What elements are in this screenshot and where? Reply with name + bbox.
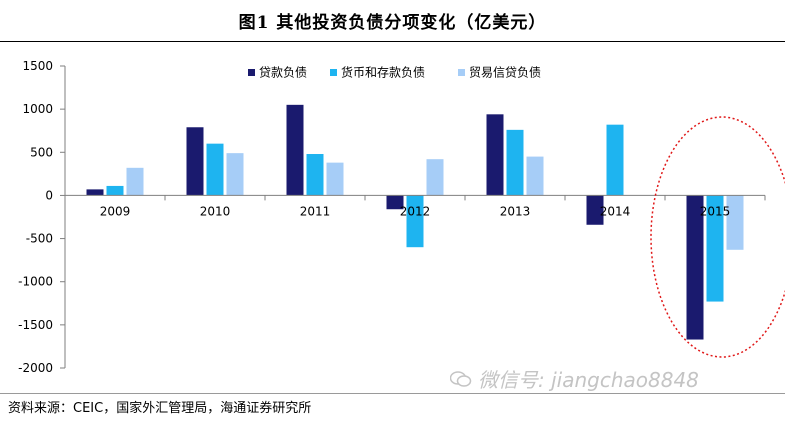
x-tick-label: 2014: [600, 204, 631, 218]
bar-2013-series-2: [506, 129, 524, 196]
footer-divider: [0, 393, 785, 394]
x-tick-label: 2012: [400, 204, 431, 218]
legend-swatch: [458, 69, 465, 76]
x-tick-label: 2009: [100, 204, 131, 218]
y-tick-label: -500: [26, 232, 53, 246]
watermark-text: 微信号: jiangchao8848: [478, 368, 699, 392]
source-note: 资料来源：CEIC，国家外汇管理局，海通证券研究所: [8, 401, 312, 416]
y-tick-label: 0: [45, 188, 53, 202]
title-bar: 图1 其他投资负债分项变化（亿美元）: [0, 0, 785, 42]
y-tick-label: 500: [30, 145, 53, 159]
bar-2011-series-3: [326, 162, 344, 196]
bar-2009-series-2: [106, 185, 124, 196]
bar-2014-series-2: [606, 124, 624, 196]
legend: 贷款负债 货币和存款负债 贸易信贷负债: [248, 65, 541, 80]
legend-label: 贸易信贷负债: [469, 66, 541, 80]
bar-2012-series-2: [406, 195, 424, 248]
bar-2011-series-2: [306, 154, 324, 196]
legend-label: 货币和存款负债: [341, 65, 425, 80]
bar-2010-series-1: [186, 127, 204, 196]
bar-2014-series-1: [586, 195, 604, 225]
legend-swatch: [330, 69, 337, 76]
bar-2013-series-3: [526, 156, 544, 196]
legend-swatch: [248, 69, 255, 76]
bar-2012-series-1: [386, 195, 404, 210]
bar-2009-series-1: [86, 189, 104, 196]
legend-label: 贷款负债: [259, 66, 307, 80]
y-axis: 1500 1000 500 0 -500 -1000 -1500 -2000: [18, 59, 66, 375]
y-tick-label: 1000: [22, 102, 53, 116]
bar-2010-series-2: [206, 143, 224, 196]
bar-2015-series-1: [686, 195, 704, 340]
chart-title: 图1 其他投资负债分项变化（亿美元）: [238, 13, 547, 33]
y-tick-label: -1000: [18, 275, 53, 289]
y-tick-label: -2000: [18, 361, 53, 375]
x-tick-label: 2013: [500, 204, 531, 218]
y-tick-label: -1500: [18, 318, 53, 332]
x-tick-labels: 2009 2010 2011 2012 2013 2014 2015: [100, 204, 731, 218]
x-tick-label: 2015: [700, 204, 731, 218]
bar-2009-series-3: [126, 167, 144, 196]
bar-2015-series-3: [726, 195, 744, 250]
x-axis: [64, 194, 766, 201]
bar-2011-series-1: [286, 104, 304, 196]
bar-2010-series-3: [226, 153, 244, 196]
bar-series-group: [86, 104, 744, 340]
bar-2012-series-3: [426, 159, 444, 196]
bar-2013-series-1: [486, 114, 504, 196]
x-tick-label: 2010: [200, 204, 231, 218]
watermark: 微信号: jiangchao8848: [450, 364, 699, 393]
bar-2015-series-2: [706, 195, 724, 302]
bar-chart: 1500 1000 500 0 -500 -1000 -1500 -2000 2009 2010…: [18, 59, 785, 375]
y-tick-label: 1500: [22, 59, 53, 73]
wechat-icon: [450, 370, 472, 387]
x-tick-label: 2011: [300, 204, 331, 218]
